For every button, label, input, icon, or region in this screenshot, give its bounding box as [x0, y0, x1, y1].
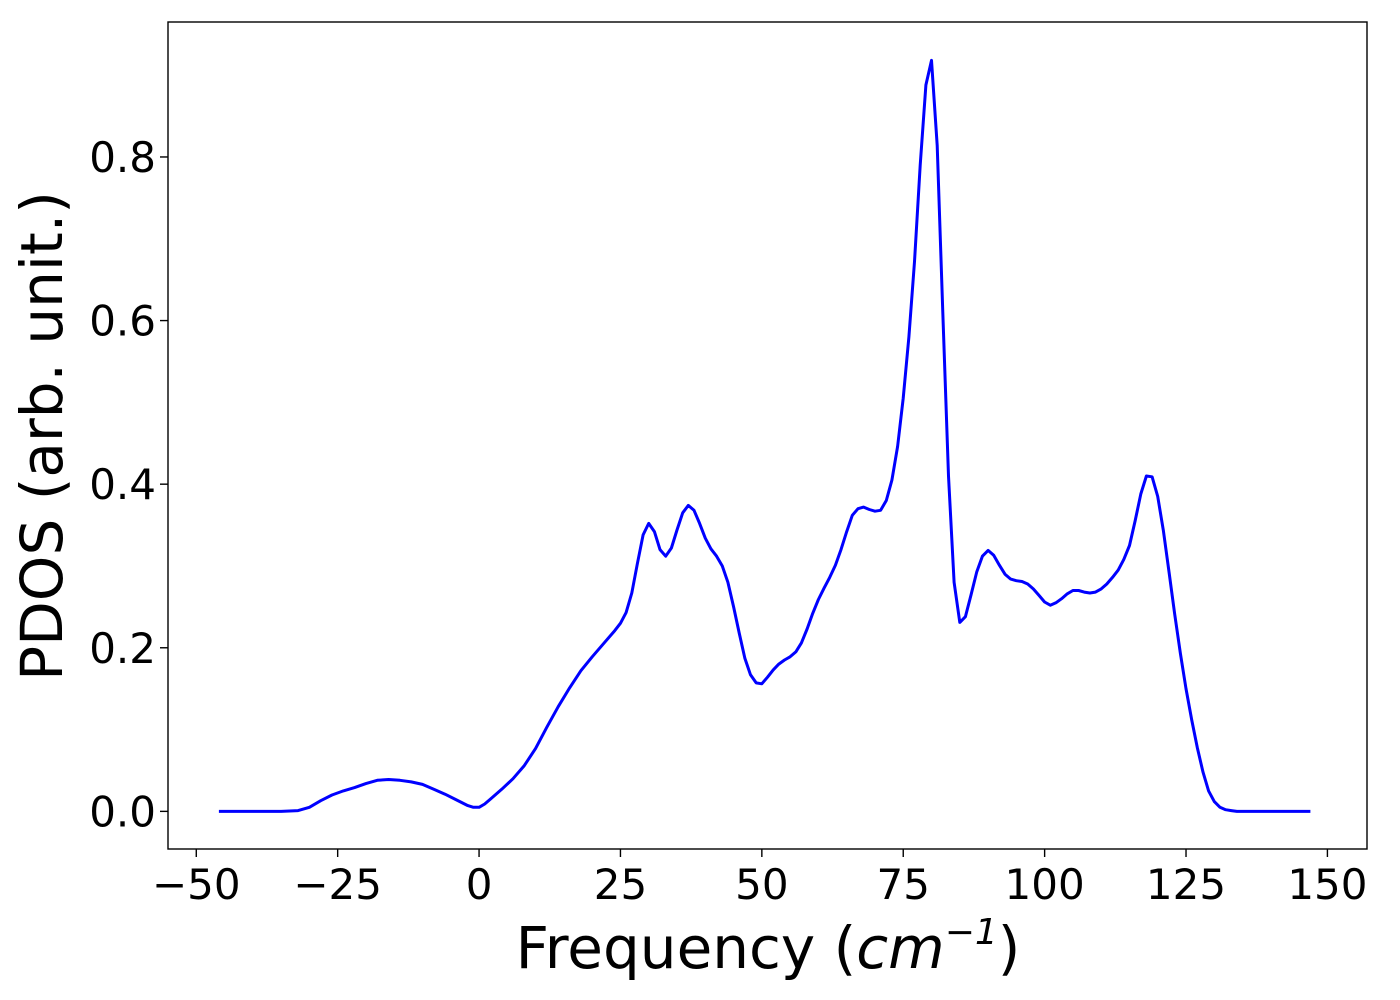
- x-axis-label-text: Frequency (: [516, 914, 857, 982]
- x-ticks: −50 −25 0 25 50 75 100 125 150: [152, 849, 1367, 909]
- y-tick-label: 0.2: [89, 624, 156, 673]
- x-axis-label: Frequency (cm−1): [516, 912, 1021, 982]
- x-tick-label: 125: [1146, 860, 1226, 909]
- x-tick-label: −25: [293, 860, 382, 909]
- y-tick-label: 0.4: [89, 460, 156, 509]
- x-axis-label-close: ): [998, 914, 1021, 982]
- x-axis-label-math: cm: [856, 914, 944, 982]
- series-line-0: [218, 58, 1311, 813]
- y-tick-label: 0.6: [89, 297, 156, 346]
- y-tick-label: 0.0: [89, 787, 156, 836]
- y-tick-label: 0.8: [89, 133, 156, 182]
- x-tick-label: 25: [594, 860, 647, 909]
- x-tick-label: 50: [735, 860, 788, 909]
- x-tick-label: −50: [152, 860, 241, 909]
- plot-layer: [218, 58, 1311, 813]
- x-tick-label: 0: [466, 860, 493, 909]
- y-ticks: 0.0 0.2 0.4 0.6 0.8: [89, 133, 168, 836]
- x-tick-label: 150: [1287, 860, 1367, 909]
- y-axis-label: PDOS (arb. unit.): [8, 191, 76, 681]
- plot-frame: [167, 21, 1368, 850]
- x-axis-label-superscript: −1: [945, 912, 998, 953]
- x-tick-label: 75: [877, 860, 930, 909]
- x-tick-label: 100: [1005, 860, 1085, 909]
